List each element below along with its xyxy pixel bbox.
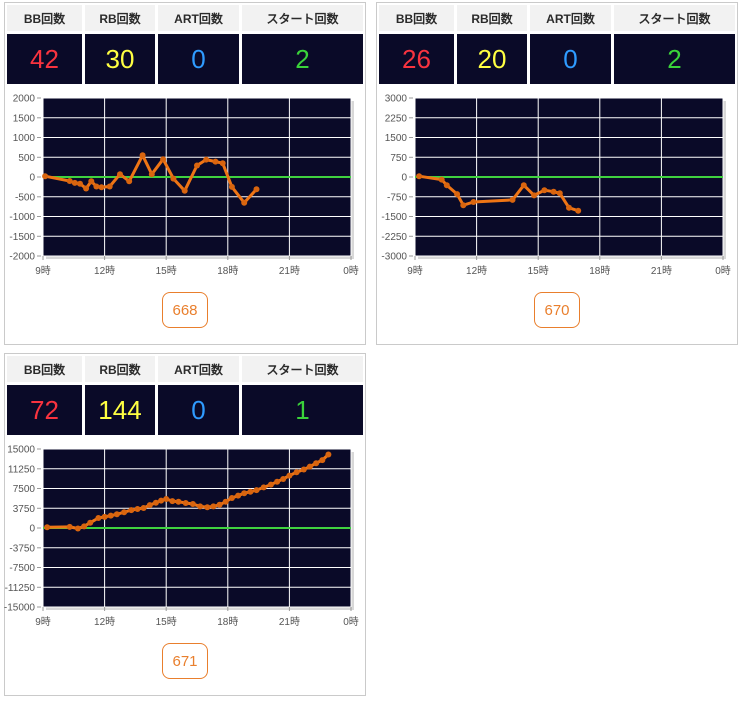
start-count-header: スタート回数 [614,5,735,31]
svg-text:15時: 15時 [156,616,177,628]
machine-number-button[interactable]: 668 [162,292,208,328]
stats-header-row: BB回数 RB回数 ART回数 スタート回数 [7,5,363,31]
stats-table: BB回数 RB回数 ART回数 スタート回数 42 30 0 2 [5,3,365,86]
art-count-header: ART回数 [530,5,611,31]
svg-text:21時: 21時 [279,616,300,628]
svg-text:-1500: -1500 [381,212,407,223]
stats-value-row: 42 30 0 2 [7,34,363,84]
machine-panel-670: BB回数 RB回数 ART回数 スタート回数 26 20 0 2 3000 225… [376,2,738,345]
svg-text:-1000: -1000 [9,212,35,223]
svg-text:-3000: -3000 [381,252,407,263]
rb-count-value: 30 [85,34,155,84]
rb-count-value: 144 [85,385,155,435]
badge-row: 671 [5,629,365,695]
svg-text:12時: 12時 [94,616,115,628]
svg-text:12時: 12時 [466,265,487,277]
stats-header-row: BB回数 RB回数 ART回数 スタート回数 [7,356,363,382]
rb-count-header: RB回数 [85,5,155,31]
svg-text:15時: 15時 [156,265,177,277]
art-count-value: 0 [530,34,611,84]
svg-text:-2250: -2250 [381,232,407,243]
start-count-header: スタート回数 [242,356,363,382]
svg-text:21時: 21時 [279,265,300,277]
art-count-value: 0 [158,34,239,84]
machine-panel-671: BB回数 RB回数 ART回数 スタート回数 72 144 0 1 15000 1… [4,353,366,696]
svg-text:-11250: -11250 [5,583,36,594]
start-count-value: 2 [614,34,735,84]
svg-text:1500: 1500 [13,113,36,124]
rb-count-header: RB回数 [457,5,527,31]
bb-count-header: BB回数 [7,356,82,382]
svg-text:2250: 2250 [385,113,408,124]
svg-text:-750: -750 [387,192,407,203]
svg-text:0: 0 [401,173,407,184]
svg-text:0時: 0時 [715,265,731,277]
rb-count-value: 20 [457,34,527,84]
start-count-header: スタート回数 [242,5,363,31]
bb-count-value: 42 [7,34,82,84]
svg-text:1500: 1500 [385,133,408,144]
svg-text:15000: 15000 [7,445,35,456]
svg-text:21時: 21時 [651,265,672,277]
rb-count-header: RB回数 [85,356,155,382]
start-count-value: 2 [242,34,363,84]
svg-text:9時: 9時 [407,265,423,277]
svg-text:-500: -500 [15,192,35,203]
svg-text:18時: 18時 [217,616,238,628]
machine-panel-668: BB回数 RB回数 ART回数 スタート回数 42 30 0 2 2000 150… [4,2,366,345]
svg-text:0時: 0時 [343,616,359,628]
svg-text:2000: 2000 [13,94,36,105]
svg-text:0時: 0時 [343,265,359,277]
stats-value-row: 72 144 0 1 [7,385,363,435]
svg-text:750: 750 [390,153,407,164]
svg-text:500: 500 [18,153,35,164]
svg-text:-15000: -15000 [4,603,36,614]
bb-count-header: BB回数 [7,5,82,31]
svg-text:18時: 18時 [217,265,238,277]
svg-text:-7500: -7500 [9,563,35,574]
slump-graph: 15000 11250 7500 3750 0 -3750 -7500 -11250 -1500… [4,445,359,629]
svg-text:9時: 9時 [35,265,51,277]
art-count-value: 0 [158,385,239,435]
svg-text:18時: 18時 [589,265,610,277]
bb-count-value: 72 [7,385,82,435]
svg-text:9時: 9時 [35,616,51,628]
stats-table: BB回数 RB回数 ART回数 スタート回数 26 20 0 2 [377,3,737,86]
art-count-header: ART回数 [158,5,239,31]
badge-row: 668 [5,278,365,344]
svg-text:-2000: -2000 [9,252,35,263]
svg-text:11250: 11250 [8,464,36,475]
machine-number-button[interactable]: 670 [534,292,580,328]
stats-table: BB回数 RB回数 ART回数 スタート回数 72 144 0 1 [5,354,365,437]
start-count-value: 1 [242,385,363,435]
bb-count-value: 26 [379,34,454,84]
machine-number-button[interactable]: 671 [162,643,208,679]
bb-count-header: BB回数 [379,5,454,31]
svg-text:12時: 12時 [94,265,115,277]
svg-text:1000: 1000 [13,133,36,144]
svg-text:0: 0 [29,524,35,535]
svg-text:3750: 3750 [13,504,36,515]
stats-header-row: BB回数 RB回数 ART回数 スタート回数 [379,5,735,31]
svg-text:0: 0 [29,173,35,184]
svg-text:7500: 7500 [13,484,36,495]
svg-text:-3750: -3750 [9,543,35,554]
stats-value-row: 26 20 0 2 [379,34,735,84]
svg-text:3000: 3000 [385,94,408,105]
svg-text:15時: 15時 [528,265,549,277]
art-count-header: ART回数 [158,356,239,382]
svg-text:-1500: -1500 [9,232,35,243]
badge-row: 670 [377,278,737,344]
